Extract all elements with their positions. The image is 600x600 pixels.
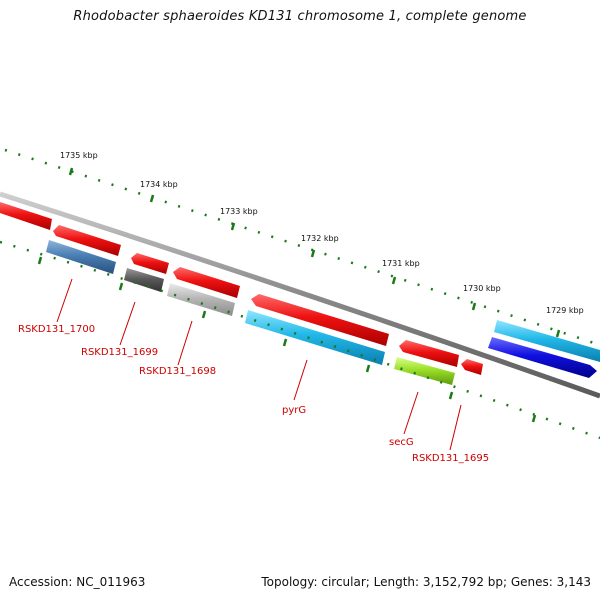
gene-forward-4: [173, 267, 240, 298]
gene-RSKD131_1699: [124, 268, 164, 292]
gene-forward-1: [0, 202, 52, 230]
label-pyrG: pyrG: [282, 405, 306, 416]
forward-strand-genes: [0, 202, 600, 378]
gene-RSKD131_1700: [46, 240, 116, 274]
gene-labels: RSKD131_1700 RSKD131_1699 RSKD131_1698 p…: [18, 324, 489, 464]
label-RSKD131_1698: RSKD131_1698: [139, 366, 216, 377]
scale-tick-labels: 1735 kbp 1734 kbp 1733 kbp 1732 kbp 1731…: [60, 151, 584, 315]
tick-label-1732: 1732 kbp: [301, 234, 339, 243]
tick-label-1729: 1729 kbp: [546, 306, 584, 315]
tick-label-1730: 1730 kbp: [463, 284, 501, 293]
gene-forward-lightblue: [494, 320, 600, 362]
label-RSKD131_1700: RSKD131_1700: [18, 324, 95, 335]
genome-summary-text: Topology: circular; Length: 3,152,792 bp…: [261, 575, 591, 589]
tick-label-1735: 1735 kbp: [60, 151, 98, 160]
gene-forward-small: [461, 359, 483, 375]
gene-callouts: [56, 278, 462, 451]
callout-secG: [403, 391, 419, 435]
reverse-strand-genes: [46, 240, 455, 385]
gene-secG: [394, 357, 455, 385]
callout-pyrG: [293, 359, 308, 401]
label-secG: secG: [389, 437, 414, 448]
tick-label-1734: 1734 kbp: [140, 180, 178, 189]
scale-inner-major-ticks: [37, 256, 537, 423]
gene-forward-2: [53, 225, 121, 256]
gene-forward-secG-partner: [399, 340, 459, 367]
tick-label-1733: 1733 kbp: [220, 207, 258, 216]
gene-forward-3: [131, 253, 169, 274]
accession-text: Accession: NC_011963: [9, 575, 146, 589]
gene-forward-darkblue: [488, 337, 597, 378]
scale-outer-major-ticks: [68, 167, 561, 338]
genome-title: Rhodobacter sphaeroides KD131 chromosome…: [73, 9, 527, 24]
gene-forward-pyrG-partner: [251, 294, 389, 346]
callout-RSKD131_1699: [119, 301, 136, 346]
callout-RSKD131_1700: [56, 278, 73, 323]
callout-RSKD131_1695: [449, 404, 462, 451]
chromosome-backbone: [0, 191, 600, 399]
gene-pyrG: [245, 310, 385, 365]
gene-RSKD131_1698: [167, 283, 235, 316]
label-RSKD131_1695: RSKD131_1695: [412, 453, 489, 464]
label-RSKD131_1699: RSKD131_1699: [81, 347, 158, 358]
tick-label-1731: 1731 kbp: [382, 259, 420, 268]
callout-RSKD131_1698: [177, 320, 193, 366]
